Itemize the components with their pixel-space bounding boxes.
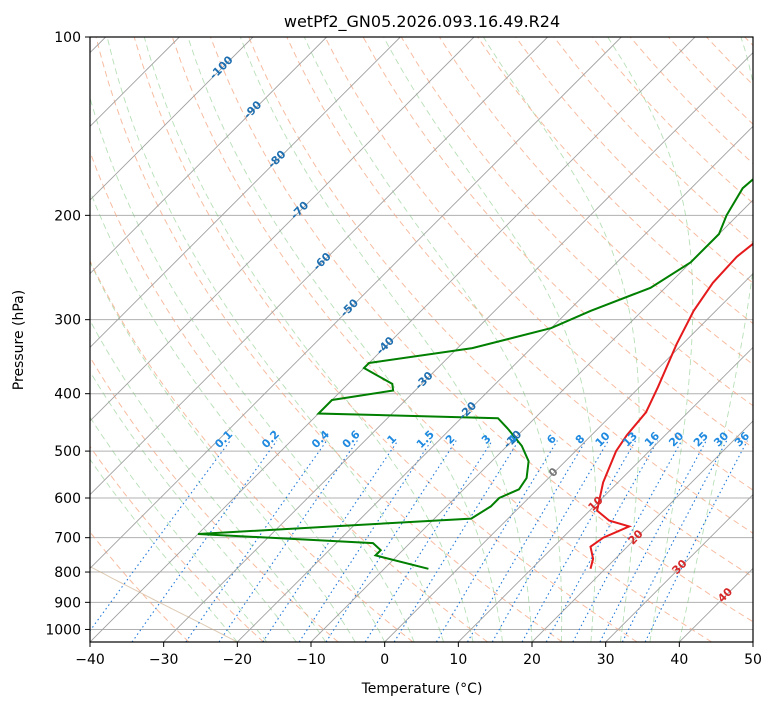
isotherm <box>531 420 753 642</box>
dry-adiabat <box>515 37 753 284</box>
mixing-ratio-line <box>364 440 493 642</box>
dewpoint-profile <box>197 178 753 570</box>
x-tick-label: 30 <box>597 652 615 668</box>
isotherm <box>90 37 475 422</box>
moist-adiabat <box>239 37 533 642</box>
moist-adiabat <box>90 319 327 642</box>
dry-adiabat <box>210 37 753 623</box>
isotherm <box>605 494 753 642</box>
moist-adiabat <box>383 37 597 642</box>
y-axis-label: Pressure (hPa) <box>11 290 27 390</box>
y-tick-label: 400 <box>54 387 81 403</box>
reference-curve <box>90 565 238 642</box>
isotherm <box>90 37 548 496</box>
temperature-profile <box>589 242 753 570</box>
y-tick-label: 700 <box>54 531 81 547</box>
isotherm <box>384 273 753 642</box>
moist-adiabat <box>483 37 640 642</box>
mixing-ratio-line <box>545 440 659 642</box>
mixing-ratio-line <box>521 440 637 642</box>
mixing-ratio-lines <box>90 440 748 642</box>
dry-adiabat <box>286 37 753 534</box>
x-axis-label: Temperature (°C) <box>361 681 483 697</box>
moist-adiabat <box>187 37 503 642</box>
mixing-ratio-line <box>621 440 728 642</box>
moist-adiabat <box>90 190 386 642</box>
mixing-ratio-line <box>467 440 587 642</box>
y-tick-label: 500 <box>54 444 81 460</box>
y-tick-label: 1000 <box>45 622 81 638</box>
moist-adiabat <box>90 370 297 642</box>
isotherm <box>163 52 753 642</box>
mixing-ratio-line <box>572 440 683 642</box>
x-tick-label: −20 <box>223 652 253 668</box>
y-tick-label: 200 <box>54 208 81 224</box>
x-tick-label: −30 <box>149 652 179 668</box>
isotherm <box>458 346 753 642</box>
y-tick-label: 300 <box>54 313 81 329</box>
dry-adiabat <box>133 37 638 642</box>
moist-adiabat <box>90 260 356 642</box>
dry-adiabat <box>95 37 563 642</box>
y-tick-label: 800 <box>54 565 81 581</box>
moist-adiabat <box>90 458 238 642</box>
mixing-ratio-line <box>298 440 432 642</box>
isotherm <box>90 37 327 275</box>
isotherm <box>90 37 696 642</box>
dry-adiabat <box>324 37 753 491</box>
x-tick-label: 20 <box>523 652 541 668</box>
isotherm <box>90 37 622 569</box>
isotherm <box>90 37 254 201</box>
moist-adiabat <box>607 37 694 642</box>
isotherm <box>90 37 401 348</box>
x-tick-label: −10 <box>296 652 326 668</box>
mixing-ratio-line <box>185 440 328 642</box>
mixing-ratio-line <box>131 440 278 642</box>
x-tick-label: −40 <box>75 652 105 668</box>
mixing-ratio-line <box>599 440 707 642</box>
x-tick-label: 0 <box>380 652 389 668</box>
isotherm <box>310 199 753 642</box>
x-tick-label: 50 <box>744 652 762 668</box>
moist-adiabat <box>678 37 753 642</box>
plot-frame <box>89 36 754 643</box>
moist-adiabat <box>143 37 474 642</box>
x-tick-label: 10 <box>449 652 467 668</box>
moist-adiabat <box>106 37 445 642</box>
mixing-ratio-line <box>393 440 520 642</box>
profiles <box>197 178 753 570</box>
mixing-ratio-line <box>644 440 748 642</box>
dry-adiabats <box>90 37 753 642</box>
dry-adiabat <box>90 445 264 642</box>
moist-adiabat <box>90 416 268 642</box>
y-tick-label: 900 <box>54 595 81 611</box>
mixing-ratio-line <box>491 440 609 642</box>
dry-adiabat <box>171 37 712 642</box>
y-tick-label: 600 <box>54 491 81 507</box>
y-tick-label: 100 <box>54 30 81 46</box>
axes: −40 −30 −20 −10 0 10 20 30 40 50 100 200 300 400 500 60… <box>45 30 762 668</box>
dry-adiabat <box>248 37 753 578</box>
mixing-ratio-line <box>435 440 558 642</box>
dry-adiabat <box>90 259 414 642</box>
moist-adiabat <box>303 37 563 642</box>
pressure-grid <box>90 37 753 630</box>
chart-title: wetPf2_GN05.2026.093.16.49.R24 <box>284 12 560 32</box>
x-tick-label: 40 <box>670 652 688 668</box>
